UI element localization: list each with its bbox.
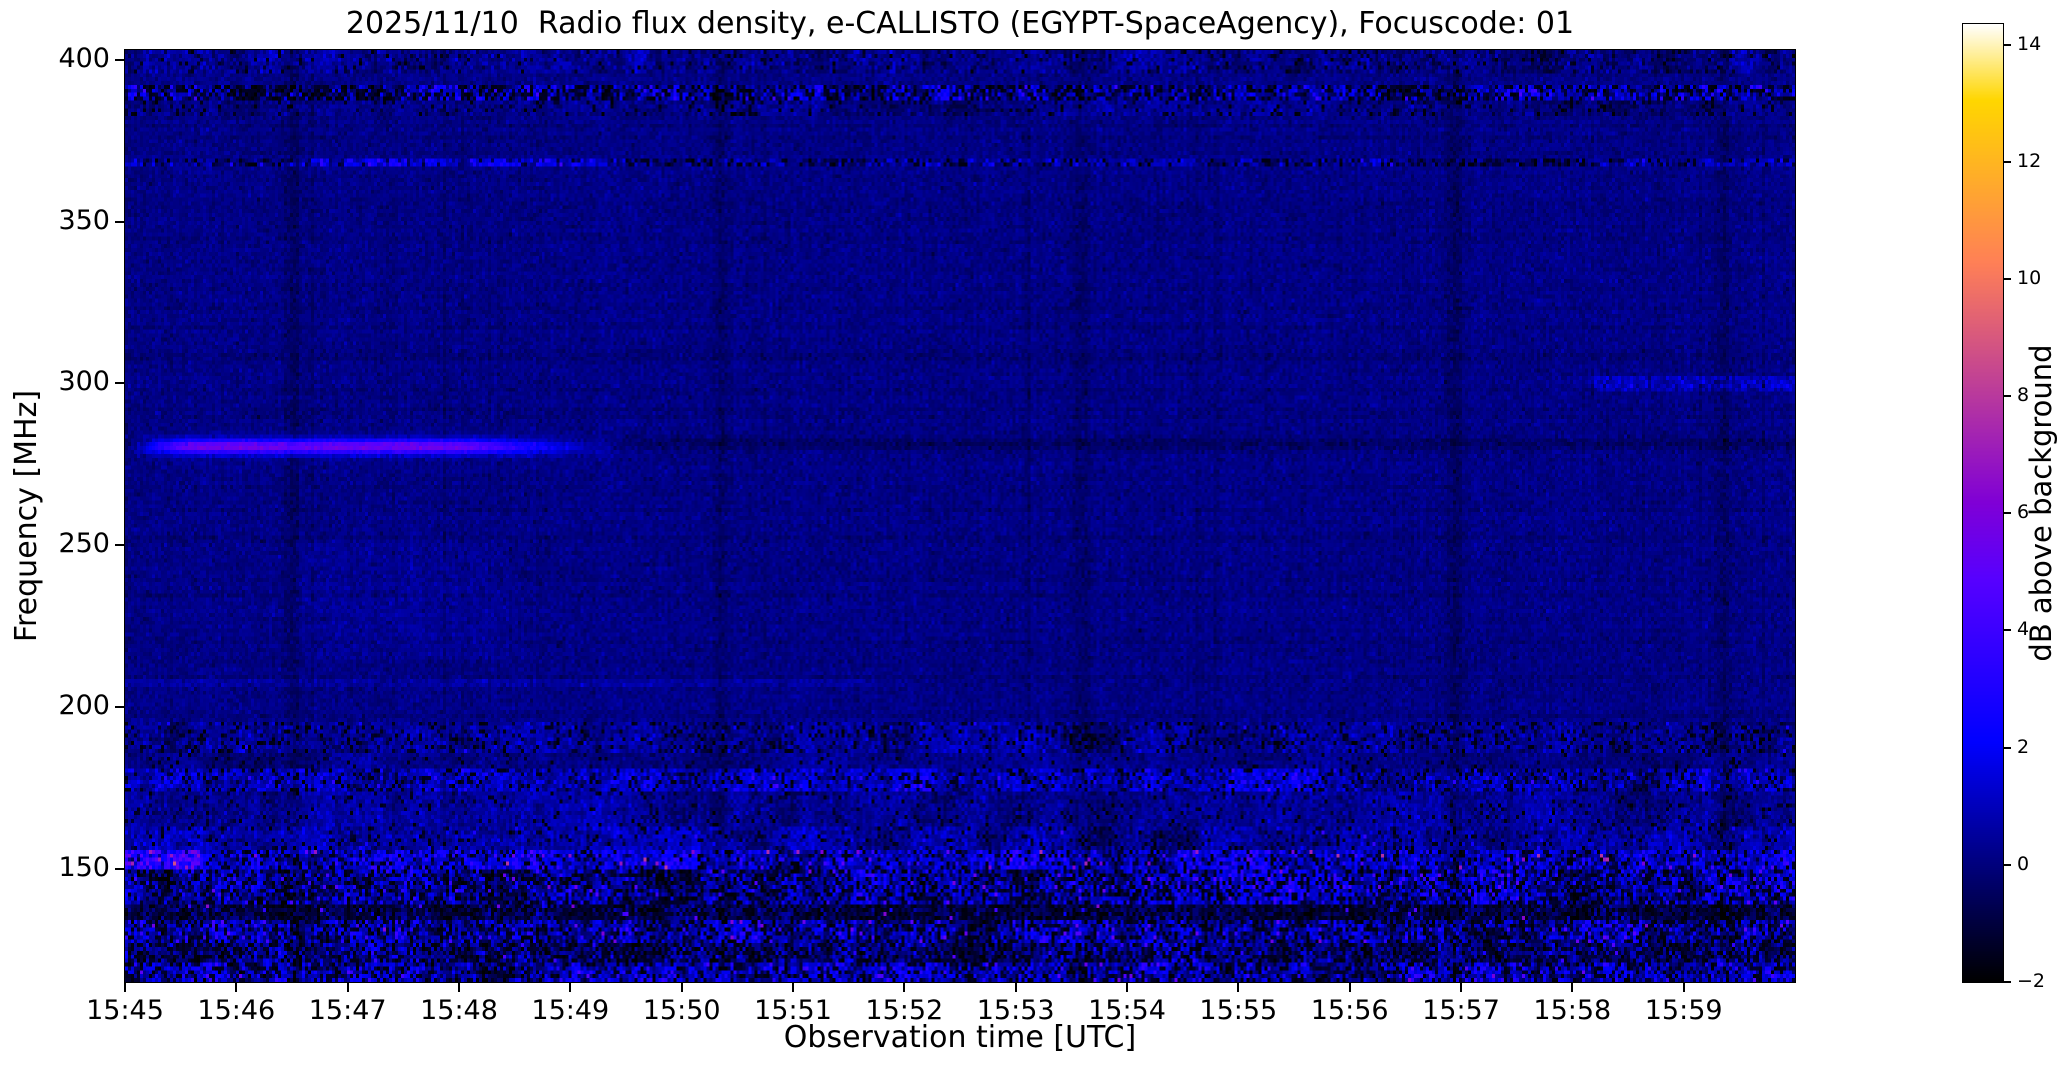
colorbar-label: dB above background [2024,344,2058,662]
x-tick-label: 15:52 [865,995,944,1026]
colorbar-tick-mark [2003,43,2011,46]
x-tick-mark [458,982,460,992]
colorbar-tick-mark [2003,160,2011,163]
y-tick-label: 400 [58,42,110,74]
y-tick-label: 300 [58,366,110,398]
colorbar-tick-label: 6 [2017,501,2030,524]
colorbar-tick-label: 4 [2017,618,2030,641]
x-tick-label: 15:57 [1422,995,1500,1026]
x-tick-mark [124,982,126,992]
x-tick-label: 15:50 [642,995,721,1026]
x-tick-label: 15:45 [86,995,164,1026]
colorbar-tick-label: 12 [2017,149,2042,172]
y-tick-mark [115,705,125,708]
x-tick-mark [569,982,572,992]
colorbar-tick-label: 10 [2017,266,2042,289]
y-axis-label: Frequency [MHz] [9,389,44,643]
y-tick-mark [115,544,125,547]
x-tick-mark [235,982,238,992]
x-tick-mark [1682,982,1685,992]
x-tick-label: 15:51 [754,995,832,1026]
y-tick-mark [115,220,125,223]
colorbar-tick-mark [2003,746,2011,749]
y-tick-label: 200 [58,689,110,721]
chart-title: 2025/11/10 Radio flux density, e-CALLIST… [345,6,1575,41]
colorbar [1962,23,2004,983]
colorbar-tick-mark [2003,629,2011,632]
y-tick-label: 150 [58,851,110,883]
x-tick-mark [903,982,906,992]
colorbar-tick-label: 0 [2017,852,2030,875]
x-tick-mark [1126,982,1128,992]
x-tick-mark [1014,982,1017,992]
y-tick-mark [115,58,125,61]
colorbar-tick-mark [2003,512,2011,515]
x-tick-mark [1348,982,1351,992]
x-tick-label: 15:56 [1310,995,1389,1026]
colorbar-tick-label: 14 [2017,32,2042,55]
x-tick-label: 15:48 [420,995,498,1026]
x-tick-label: 15:47 [308,995,387,1026]
x-tick-label: 15:49 [531,995,610,1026]
colorbar-tick-label: 8 [2017,384,2030,407]
y-tick-mark [115,382,125,385]
x-tick-mark [1460,982,1462,992]
x-tick-label: 15:59 [1644,995,1723,1026]
x-axis-label: Observation time [UTC] [783,1020,1137,1055]
x-tick-label: 15:55 [1199,995,1278,1026]
y-tick-mark [115,867,125,870]
x-tick-mark [1237,982,1240,992]
x-tick-mark [346,982,349,992]
x-tick-mark [1571,982,1574,992]
colorbar-tick-mark [2003,395,2011,398]
spectrogram-heatmap [124,49,1796,983]
y-tick-label: 250 [58,528,110,560]
x-tick-label: 15:58 [1533,995,1612,1026]
colorbar-tick-label: −2 [2017,970,2046,992]
x-tick-mark [680,982,683,992]
y-tick-label: 350 [58,204,110,236]
x-tick-label: 15:53 [976,995,1055,1026]
colorbar-tick-mark [2003,277,2011,280]
colorbar-tick-label: 2 [2017,735,2030,758]
x-tick-label: 15:54 [1088,995,1166,1026]
colorbar-tick-mark [2003,863,2011,866]
colorbar-tick-mark [2003,981,2011,983]
x-tick-mark [792,982,794,992]
x-tick-label: 15:46 [197,995,276,1026]
